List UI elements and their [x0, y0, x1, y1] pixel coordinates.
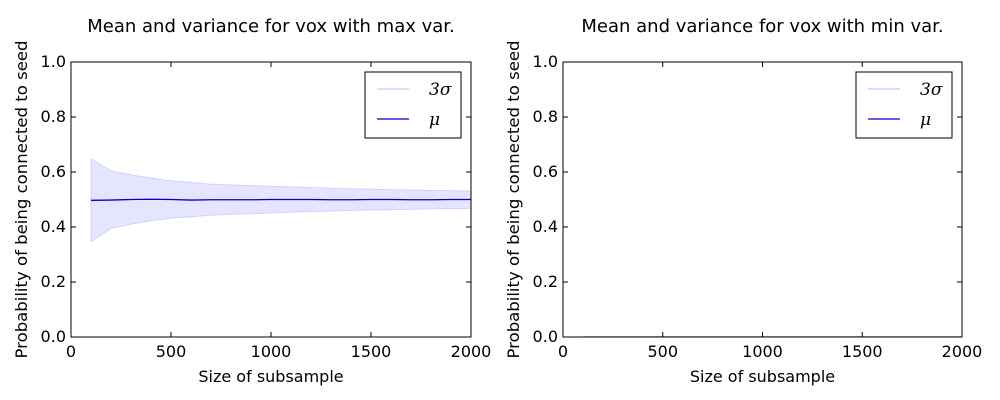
legend: 3σ μ: [364, 71, 462, 139]
legend-label: 3σ: [920, 80, 943, 100]
chart-title: Mean and variance for vox with min var.: [581, 16, 943, 37]
y-tick-label: 0.4: [533, 217, 558, 236]
y-tick-label: 0.0: [533, 327, 558, 346]
y-tick-label: 1.0: [41, 52, 66, 71]
legend-label: μ: [920, 110, 931, 130]
y-axis-label: Probability of being connected to seed: [12, 41, 31, 359]
x-tick-label: 2000: [451, 342, 492, 361]
y-tick-label: 0.2: [41, 272, 66, 291]
y-tick-label: 0.4: [41, 217, 66, 236]
legend-box: [364, 71, 462, 139]
y-tick-label: 0.6: [41, 162, 66, 181]
legend: 3σ μ: [855, 71, 953, 139]
x-tick-label: 2000: [942, 342, 983, 361]
x-axis-label: Size of subsample: [690, 367, 835, 386]
mean-line: [90, 198, 471, 201]
x-tick-label: 1500: [351, 342, 392, 361]
sigma-band: [90, 158, 471, 243]
legend-label: μ: [429, 110, 440, 130]
legend-label: 3σ: [429, 80, 452, 100]
x-tick-label: 1500: [842, 342, 883, 361]
legend-box: [855, 71, 953, 139]
y-tick-label: 1.0: [533, 52, 558, 71]
chart-title: Mean and variance for vox with max var.: [87, 16, 455, 37]
y-tick-label: 0.0: [41, 327, 66, 346]
x-tick-label: 0: [558, 342, 568, 361]
x-tick-label: 1000: [742, 342, 783, 361]
x-tick-label: 500: [647, 342, 678, 361]
x-tick-label: 1000: [251, 342, 292, 361]
y-axis-label: Probability of being connected to seed: [504, 41, 523, 359]
y-tick-label: 0.8: [41, 107, 66, 126]
x-tick-label: 500: [156, 342, 187, 361]
y-tick-label: 0.2: [533, 272, 558, 291]
y-tick-label: 0.8: [533, 107, 558, 126]
x-tick-label: 0: [66, 342, 76, 361]
subplot-1: Mean and variance for vox with max var. 0…: [12, 16, 491, 386]
subplot-2: Mean and variance for vox with min var. 0…: [504, 16, 982, 386]
x-axis-label: Size of subsample: [198, 367, 343, 386]
y-tick-label: 0.6: [533, 162, 558, 181]
